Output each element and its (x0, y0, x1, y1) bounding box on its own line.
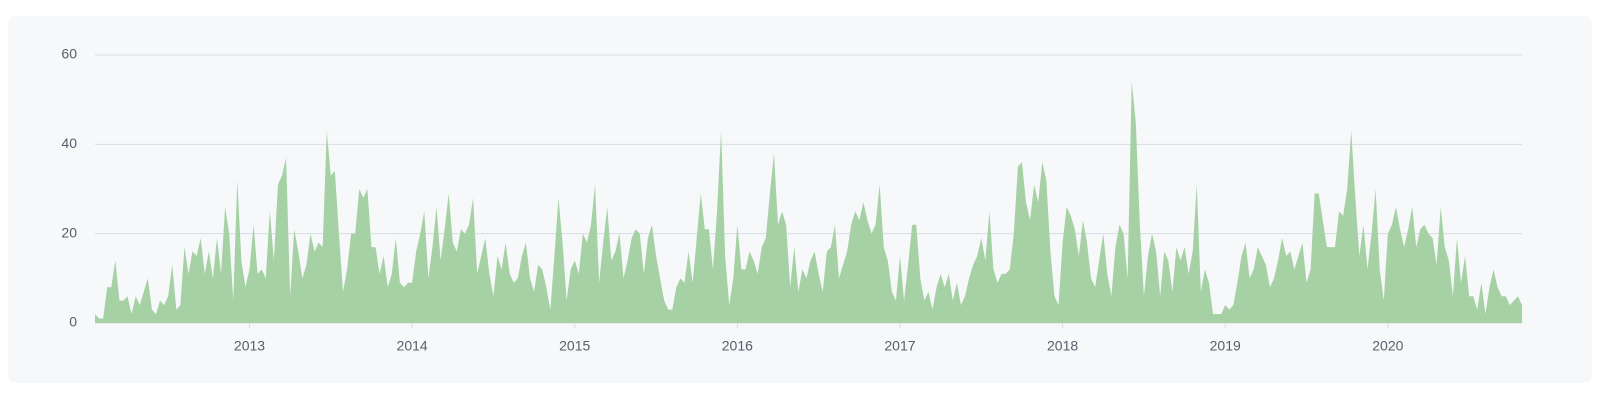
y-tick-label: 40 (61, 135, 77, 151)
x-tick-label: 2014 (397, 338, 428, 354)
y-tick-label: 60 (61, 46, 77, 62)
y-tick-label: 0 (69, 314, 77, 330)
x-tick-label: 2020 (1372, 338, 1403, 354)
x-tick-label: 2019 (1210, 338, 1241, 354)
x-tick-label: 2016 (722, 338, 753, 354)
y-tick-label: 20 (61, 224, 77, 240)
x-tick-label: 2018 (1047, 338, 1078, 354)
x-tick-label: 2017 (884, 338, 915, 354)
x-tick-label: 2015 (559, 338, 590, 354)
area (95, 81, 1522, 323)
x-tick-label: 2013 (234, 338, 265, 354)
